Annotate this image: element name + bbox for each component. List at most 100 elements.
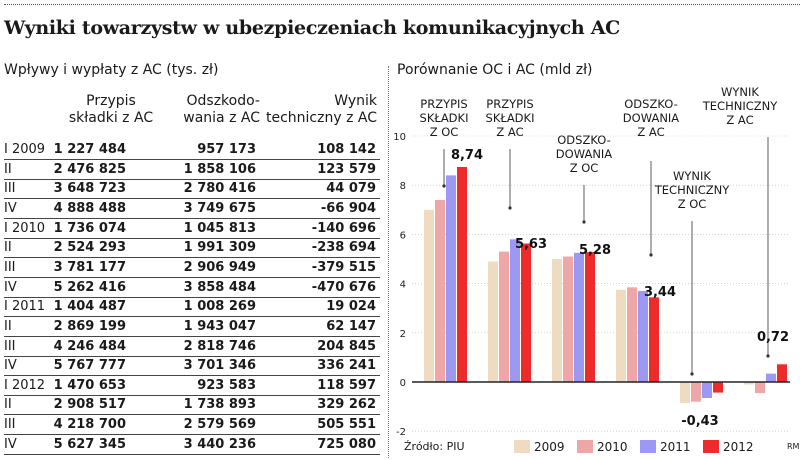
claims-cell: 1 943 047 <box>183 318 256 334</box>
bar-2010 <box>435 199 445 382</box>
data-label: 3,44 <box>644 285 676 300</box>
table-row: I 2012 1 470 653 923 583 118 597 <box>4 376 380 396</box>
legend-label: 2009 <box>534 440 565 454</box>
category-label: WYNIK TECHNICZNY Z OC <box>654 169 730 211</box>
result-cell: 118 597 <box>317 377 376 393</box>
table-header-claims: Odszkodo- wania z AC <box>183 93 260 126</box>
result-cell: -66 904 <box>320 200 376 216</box>
period-cell: II <box>4 161 12 177</box>
leader-dot <box>766 354 770 358</box>
row-divider <box>4 237 380 239</box>
period-cell: II <box>4 397 12 413</box>
bar-2012 <box>649 297 659 382</box>
claims-cell: 1 858 106 <box>183 161 256 177</box>
bar-2009 <box>488 261 498 382</box>
table-row: IV 5 767 777 3 701 346 336 241 <box>4 356 380 377</box>
premium-cell: 5 262 416 <box>53 279 126 295</box>
result-cell: 204 845 <box>317 338 376 354</box>
period-cell: I 2012 <box>4 377 46 393</box>
bar-2011 <box>702 382 712 398</box>
claims-cell: 3 858 484 <box>183 279 256 295</box>
row-divider <box>4 296 380 298</box>
result-cell: -140 696 <box>311 220 376 236</box>
row-divider <box>4 178 380 180</box>
bar-2011 <box>510 239 520 382</box>
result-cell: 19 024 <box>326 299 376 315</box>
row-divider <box>4 414 380 416</box>
table-row: II 2 476 825 1 858 106 123 579 <box>4 160 380 180</box>
data-label: 5,63 <box>515 237 547 252</box>
premium-cell: 3 648 723 <box>53 181 126 197</box>
period-cell: III <box>4 417 16 433</box>
premium-cell: 4 246 484 <box>53 338 126 354</box>
legend-label: 2012 <box>723 440 754 454</box>
table-row: III 4 218 700 2 579 569 505 551 <box>4 415 380 436</box>
table-title: Wpływy i wypłaty z AC (tys. zł) <box>4 62 219 78</box>
premium-cell: 3 781 177 <box>53 259 126 275</box>
claims-cell: 1 008 269 <box>183 299 256 315</box>
bar-2012 <box>585 252 595 382</box>
premium-cell: 4 888 488 <box>53 200 126 216</box>
data-label: -0,43 <box>681 414 718 429</box>
legend-swatch <box>577 440 593 453</box>
result-cell: 62 147 <box>326 318 376 334</box>
y-tick-label: -2 <box>396 427 406 438</box>
category-label: PRZYPIS SKŁADKI Z OC <box>420 97 469 139</box>
period-cell: III <box>4 181 16 197</box>
premium-cell: 2 476 825 <box>53 161 126 177</box>
leader-dot <box>649 253 653 257</box>
legend-swatch <box>514 440 530 453</box>
row-divider <box>4 355 380 357</box>
premium-cell: 1 736 074 <box>53 220 126 236</box>
column-separator <box>388 66 389 458</box>
bar-2011 <box>638 290 648 382</box>
premium-cell: 5 767 777 <box>53 358 126 374</box>
row-divider <box>4 257 380 259</box>
leader-dot <box>582 220 586 224</box>
bar-2011 <box>766 373 776 382</box>
premium-cell: 4 218 700 <box>53 417 126 433</box>
table-row: II 2 869 199 1 943 047 62 147 <box>4 317 380 337</box>
bar-2010 <box>691 382 701 402</box>
table-row: I 2009 1 227 484 957 173 108 142 <box>4 140 380 160</box>
source-note: Źródło: PIU <box>404 440 465 453</box>
bar-2009 <box>680 382 690 403</box>
premium-cell: 1 470 653 <box>53 377 126 393</box>
page-title: Wyniki towarzystw w ubezpieczeniach komu… <box>4 17 620 39</box>
row-divider <box>4 198 380 200</box>
category-label: WYNIK TECHNICZNY Z AC <box>702 85 778 127</box>
bar-2009 <box>552 259 562 382</box>
claims-cell: 2 906 949 <box>183 259 256 275</box>
row-divider <box>4 276 380 278</box>
bar-2010 <box>627 287 637 382</box>
y-tick-label: 8 <box>400 181 406 192</box>
period-cell: IV <box>4 358 17 374</box>
claims-cell: 3 440 236 <box>183 436 256 452</box>
data-label: 5,28 <box>579 243 611 258</box>
bar-2012 <box>521 243 531 382</box>
leader-dot <box>508 206 512 210</box>
premium-cell: 5 627 345 <box>53 436 126 452</box>
row-divider <box>4 335 380 337</box>
category-label: PRZYPIS SKŁADKI Z AC <box>486 97 535 139</box>
leader-dot <box>690 372 694 376</box>
result-cell: 505 551 <box>317 417 376 433</box>
bar-chart: -2 0 2 4 6 8 10 PRZYPIS SKŁADKI Z OC PRZYPIS SKŁADK… <box>393 85 790 438</box>
bar-2010 <box>499 251 509 382</box>
claims-cell: 3 701 346 <box>183 358 256 374</box>
legend-label: 2010 <box>597 440 628 454</box>
premium-cell: 1 227 484 <box>53 142 126 157</box>
claims-cell: 2 579 569 <box>183 417 256 433</box>
table-row: I 2011 1 404 487 1 008 269 19 024 <box>4 297 380 318</box>
claims-cell: 3 749 675 <box>183 200 256 216</box>
table-row: IV 5 262 416 3 858 484 -470 676 <box>4 278 380 298</box>
bar-2012 <box>777 364 787 382</box>
author-credit: RM <box>787 442 800 451</box>
period-cell: IV <box>4 279 17 295</box>
bar-2010 <box>755 382 765 394</box>
row-divider <box>4 217 380 219</box>
bar-2012 <box>457 166 467 382</box>
premium-cell: 2 908 517 <box>53 397 126 413</box>
claims-cell: 1 045 813 <box>183 220 256 236</box>
table-header-result: Wynik techniczny z AC <box>266 93 377 126</box>
